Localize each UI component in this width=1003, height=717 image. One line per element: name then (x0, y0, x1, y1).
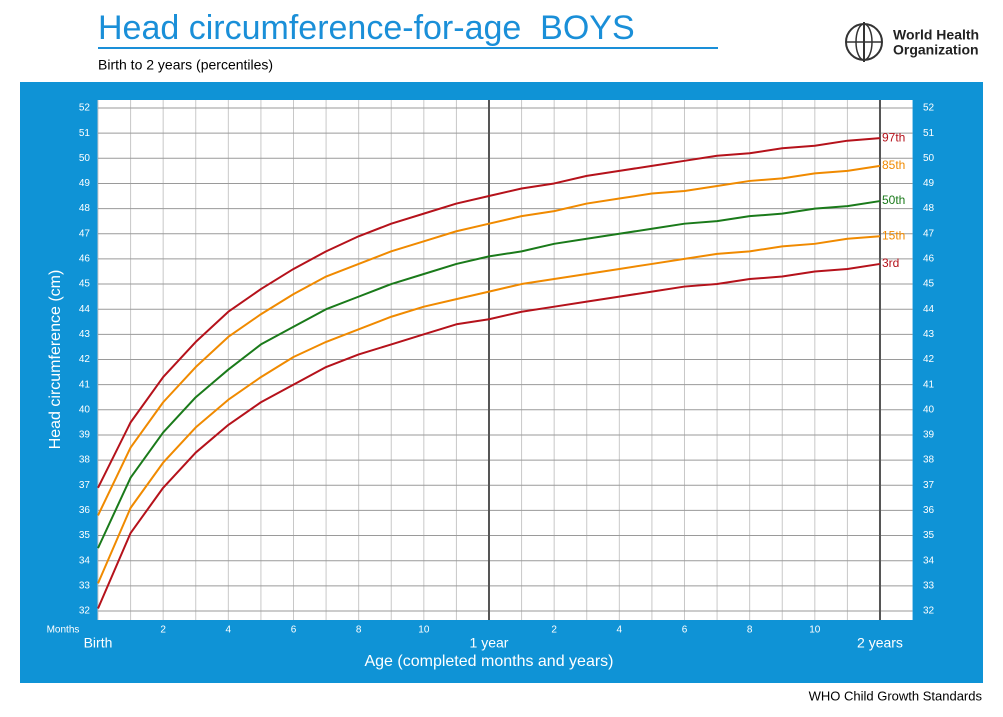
x-tick-label: 1 year (470, 635, 509, 651)
y-tick-label-right: 41 (923, 379, 935, 390)
y-tick-label-right: 44 (923, 304, 935, 315)
percentile-curve (97, 262, 881, 609)
percentile-curve (97, 200, 881, 549)
series-label: 97th (882, 130, 905, 144)
y-tick-label: 32 (79, 606, 91, 617)
x-tick-label: 10 (809, 625, 821, 636)
y-tick-label-right: 40 (923, 404, 935, 415)
x-tick-label: 2 years (857, 635, 903, 651)
logo: World Health Organization (845, 22, 979, 62)
y-tick-label-right: 43 (923, 329, 935, 340)
series-label: 50th (882, 193, 905, 207)
x-tick-label: 6 (682, 625, 688, 636)
y-tick-label-right: 37 (923, 480, 935, 491)
y-tick-label: 43 (79, 329, 91, 340)
y-tick-label-right: 49 (923, 178, 935, 189)
y-tick-label-right: 35 (923, 530, 935, 541)
percentile-curve (97, 137, 881, 489)
y-tick-label: 47 (79, 228, 91, 239)
y-tick-label: 44 (79, 304, 91, 315)
x-tick-label: Birth (84, 635, 113, 651)
y-tick-label-right: 48 (923, 203, 935, 214)
y-tick-label: 46 (79, 254, 91, 265)
percentile-curve (97, 235, 881, 584)
y-tick-label: 45 (79, 279, 91, 290)
y-tick-label: 40 (79, 404, 91, 415)
y-tick-label: 49 (79, 178, 91, 189)
y-tick-label-right: 33 (923, 580, 935, 591)
x-unit-label: Months (47, 625, 80, 636)
y-tick-label-right: 39 (923, 430, 935, 441)
y-tick-label: 36 (79, 505, 91, 516)
y-tick-label: 41 (79, 379, 91, 390)
series-label: 3rd (882, 256, 899, 270)
y-tick-label-right: 38 (923, 455, 935, 466)
series-label: 15th (882, 228, 905, 242)
y-tick-label-right: 42 (923, 354, 935, 365)
chart-title: Head circumference-for-age BOYS (98, 9, 635, 47)
y-tick-label-right: 45 (923, 279, 935, 290)
footer: WHO Child Growth Standards (809, 688, 983, 703)
y-tick-label: 33 (79, 580, 91, 591)
y-tick-label: 50 (79, 153, 91, 164)
y-tick-label: 35 (79, 530, 91, 541)
y-tick-label-right: 47 (923, 228, 935, 239)
y-tick-label: 37 (79, 480, 91, 491)
x-tick-label: 8 (747, 625, 753, 636)
series-label: 85th (882, 158, 905, 172)
y-tick-label-right: 46 (923, 254, 935, 265)
y-tick-label: 34 (79, 555, 91, 566)
y-tick-label: 52 (79, 103, 91, 114)
y-tick-label: 42 (79, 354, 91, 365)
y-tick-label: 39 (79, 430, 91, 441)
y-tick-label: 48 (79, 203, 91, 214)
x-tick-label: 2 (160, 625, 166, 636)
y-tick-label-right: 52 (923, 103, 935, 114)
y-tick-label: 38 (79, 455, 91, 466)
chart-subtitle: Birth to 2 years (percentiles) (98, 57, 273, 73)
y-tick-label-right: 34 (923, 555, 935, 566)
y-axis-label: Head circumference (cm) (47, 270, 64, 450)
x-tick-label: 10 (418, 625, 430, 636)
x-tick-label: 6 (291, 625, 297, 636)
logo-text: Organization (893, 42, 979, 58)
percentile-curve (97, 164, 881, 516)
y-tick-label: 51 (79, 128, 91, 139)
x-axis-label: Age (completed months and years) (364, 653, 613, 670)
y-tick-label-right: 50 (923, 153, 935, 164)
y-tick-label-right: 36 (923, 505, 935, 516)
y-tick-label-right: 51 (923, 128, 935, 139)
x-tick-label: 4 (226, 625, 232, 636)
x-tick-label: 4 (617, 625, 623, 636)
logo-text: World Health (893, 27, 979, 43)
x-tick-label: 8 (356, 625, 362, 636)
y-tick-label-right: 32 (923, 606, 935, 617)
x-tick-label: 2 (551, 625, 557, 636)
